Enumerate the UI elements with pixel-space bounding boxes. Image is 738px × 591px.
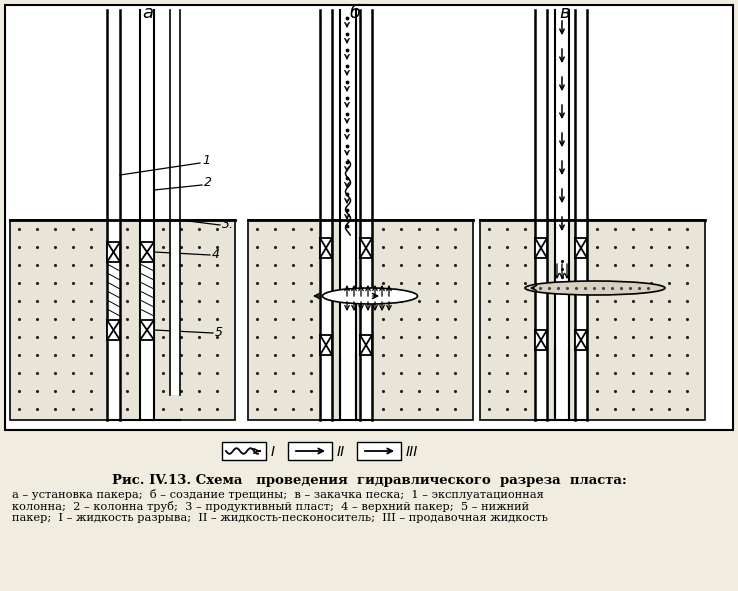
- Bar: [360, 238, 372, 258]
- Text: а – установка пакера;  б – создание трещины;  в – закачка песка;  1 – эксплуатац: а – установка пакера; б – создание трещи…: [12, 489, 544, 500]
- Bar: [556, 10, 568, 415]
- Bar: [535, 238, 547, 258]
- Text: Рис. IV.13. Схема   проведения  гидравлического  разреза  пласта:: Рис. IV.13. Схема проведения гидравличес…: [111, 474, 627, 487]
- Bar: [140, 242, 154, 262]
- Text: 3.: 3.: [222, 219, 234, 232]
- Bar: [357, 442, 401, 460]
- Text: 5: 5: [215, 326, 223, 339]
- Bar: [288, 442, 332, 460]
- Bar: [320, 238, 332, 258]
- Text: I: I: [271, 445, 275, 459]
- Text: III: III: [406, 445, 418, 459]
- Bar: [480, 220, 705, 420]
- Bar: [140, 10, 154, 420]
- Text: 1: 1: [202, 154, 210, 167]
- Bar: [340, 355, 356, 420]
- Bar: [535, 330, 547, 350]
- Text: пакер;  I – жидкость разрыва;  II – жидкость-песконоситель;  III – продавочная ж: пакер; I – жидкость разрыва; II – жидкос…: [12, 513, 548, 523]
- Bar: [108, 10, 120, 420]
- Bar: [360, 335, 372, 355]
- Ellipse shape: [323, 288, 418, 304]
- Text: 4: 4: [212, 248, 220, 261]
- Bar: [10, 220, 235, 420]
- Text: а: а: [142, 4, 154, 22]
- Bar: [248, 220, 473, 420]
- Bar: [107, 320, 120, 340]
- Bar: [360, 10, 371, 420]
- Bar: [320, 335, 332, 355]
- Bar: [575, 238, 587, 258]
- Bar: [340, 10, 356, 415]
- Text: 2: 2: [204, 177, 212, 190]
- Bar: [5, 5, 733, 430]
- Bar: [107, 242, 120, 262]
- Text: II: II: [337, 445, 345, 459]
- Bar: [556, 350, 568, 420]
- Bar: [222, 442, 266, 460]
- Bar: [576, 10, 587, 420]
- Text: в: в: [559, 4, 570, 22]
- Text: б: б: [349, 4, 361, 22]
- Bar: [320, 10, 331, 420]
- Bar: [536, 10, 547, 420]
- Bar: [575, 330, 587, 350]
- Ellipse shape: [525, 281, 665, 295]
- Text: колонна;  2 – колонна труб;  3 – продуктивный пласт;  4 – верхний пакер;  5 – ни: колонна; 2 – колонна труб; 3 – продуктив…: [12, 501, 529, 512]
- Bar: [140, 320, 154, 340]
- Bar: [170, 10, 179, 395]
